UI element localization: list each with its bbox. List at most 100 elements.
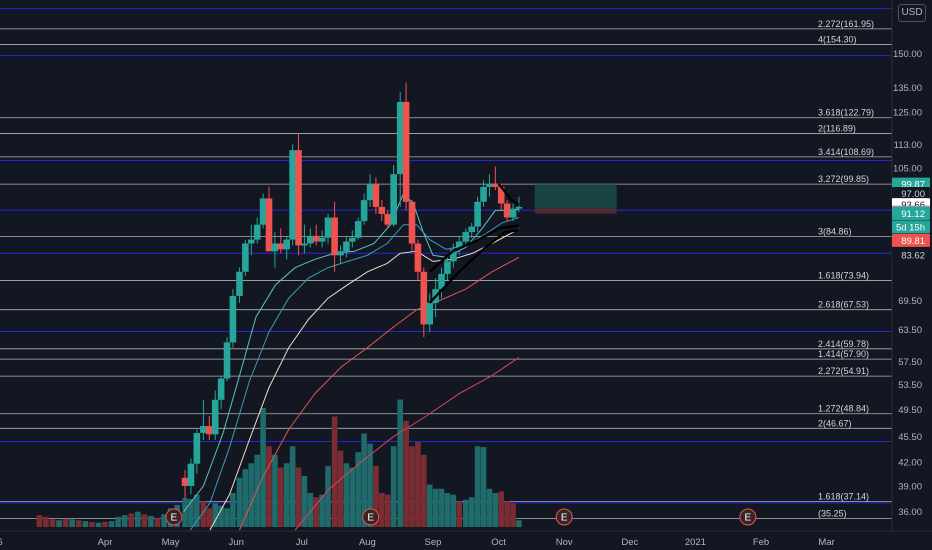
candle-body bbox=[378, 206, 386, 214]
volume-bar bbox=[319, 494, 325, 527]
fib-level-label: 2.272(161.95) bbox=[818, 19, 874, 29]
candle-body bbox=[438, 273, 445, 290]
fib-level-label: 2.618(67.53) bbox=[818, 300, 869, 310]
currency-button[interactable]: USD bbox=[898, 4, 926, 22]
candle-body bbox=[455, 241, 463, 250]
volume-bar bbox=[331, 416, 338, 527]
volume-bar bbox=[384, 494, 391, 527]
fib-level-label: 2(46.67) bbox=[818, 418, 852, 428]
volume-bar bbox=[135, 511, 141, 527]
volume-bar bbox=[415, 442, 421, 527]
volume-bar bbox=[62, 518, 69, 527]
x-tick-label: Oct bbox=[491, 537, 506, 548]
volume-bar bbox=[108, 521, 115, 527]
candle-body bbox=[211, 399, 219, 435]
blue-levels bbox=[0, 8, 892, 504]
candle-body bbox=[396, 101, 404, 175]
candle-body bbox=[486, 183, 493, 187]
fib-level-label: 2.272(54.91) bbox=[818, 366, 869, 376]
x-tick-label: Jul bbox=[296, 537, 308, 548]
candle-body bbox=[265, 198, 273, 252]
candle-body bbox=[468, 226, 476, 233]
candle-body bbox=[450, 249, 457, 262]
candle-body bbox=[366, 183, 374, 201]
fib-level-label: 3.272(99.85) bbox=[818, 174, 869, 184]
candle-body bbox=[408, 201, 416, 244]
price-badge-label: 99.87 bbox=[901, 180, 925, 191]
moving-average-line bbox=[294, 356, 520, 531]
x-tick-label: Sep bbox=[425, 537, 442, 548]
candle-body bbox=[462, 232, 470, 242]
candle-body bbox=[259, 198, 267, 225]
candle-body bbox=[283, 239, 291, 250]
candle-body bbox=[390, 174, 397, 225]
y-tick-label: 105.00 bbox=[893, 163, 922, 174]
earnings-marker bbox=[165, 508, 183, 526]
candle-body bbox=[187, 463, 195, 486]
fib-level-label: 3.618(122.79) bbox=[818, 108, 874, 118]
x-tick-label: Aug bbox=[359, 537, 376, 548]
candle-body bbox=[223, 342, 231, 379]
candle-body bbox=[420, 271, 428, 325]
volume-bar bbox=[121, 515, 128, 527]
candle-body bbox=[295, 150, 302, 246]
fib-level-label: 1.618(37.14) bbox=[818, 492, 869, 502]
earnings-marker-label: E bbox=[367, 513, 374, 524]
volume-bar bbox=[102, 521, 108, 527]
volume-bar bbox=[403, 420, 409, 527]
volume-bar bbox=[325, 465, 331, 527]
candle-body bbox=[384, 213, 392, 225]
x-tick-label: Apr bbox=[98, 537, 113, 548]
candle-body bbox=[474, 201, 481, 227]
price-badge bbox=[892, 248, 930, 262]
volume-bar bbox=[426, 484, 433, 527]
volume-bar bbox=[230, 493, 236, 527]
candle-body bbox=[229, 295, 237, 343]
volume-bar bbox=[236, 477, 243, 527]
volume-bar bbox=[480, 447, 487, 527]
fib-level-label: 1.414(57.90) bbox=[818, 349, 869, 359]
y-tick-label: 36.00 bbox=[898, 507, 922, 518]
y-tick-label: 125.00 bbox=[893, 108, 922, 119]
volume-bar bbox=[43, 516, 49, 527]
volume-bar bbox=[313, 497, 320, 527]
volume-bar bbox=[283, 463, 290, 527]
candle-body bbox=[236, 271, 243, 296]
y-tick-label: 113.00 bbox=[894, 140, 922, 151]
volume-bar bbox=[379, 493, 385, 527]
volume-bar bbox=[154, 517, 161, 527]
volume-bars bbox=[36, 399, 522, 527]
fib-level-label: 2.414(59.78) bbox=[818, 339, 869, 349]
candle-body bbox=[193, 432, 201, 464]
y-tick-label: 45.50 bbox=[898, 432, 922, 443]
volume-bar bbox=[510, 503, 516, 527]
y-tick-label: 39.00 bbox=[898, 481, 922, 492]
volume-bar bbox=[95, 522, 102, 527]
volume-bar bbox=[75, 520, 82, 527]
volume-bar bbox=[49, 519, 56, 527]
y-tick-label: 53.50 bbox=[898, 380, 922, 391]
candle-body bbox=[271, 243, 279, 252]
moving-average-line bbox=[183, 192, 519, 512]
candle-body bbox=[360, 200, 368, 222]
price-badge bbox=[892, 186, 930, 200]
volume-bar bbox=[463, 499, 469, 527]
price-badge-label: 89.81 bbox=[901, 236, 925, 247]
volume-bar bbox=[486, 488, 493, 527]
volume-bar bbox=[438, 488, 445, 527]
volume-bar bbox=[343, 463, 350, 527]
position-zone bbox=[534, 184, 617, 214]
candle-body bbox=[480, 186, 487, 202]
volume-bar bbox=[266, 446, 272, 527]
volume-bar bbox=[148, 515, 154, 527]
candle-body bbox=[217, 378, 225, 400]
volume-bar bbox=[373, 465, 379, 527]
candle-body bbox=[181, 477, 189, 486]
price-badge-label: 5d 15h bbox=[896, 222, 925, 233]
volume-bar bbox=[397, 399, 403, 527]
price-badge bbox=[892, 207, 930, 221]
volume-bar bbox=[161, 514, 167, 527]
volume-bar bbox=[444, 493, 451, 527]
volume-bar bbox=[242, 469, 249, 527]
